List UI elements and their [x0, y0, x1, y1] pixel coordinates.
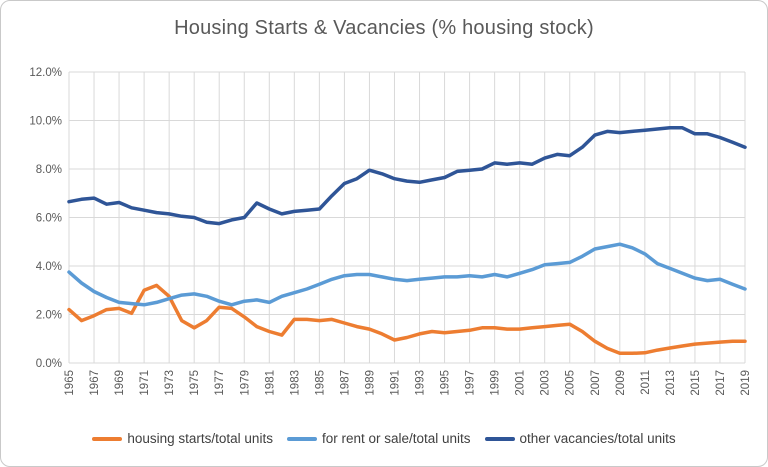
- svg-text:1993: 1993: [415, 370, 427, 396]
- legend-item-other-vacancies: other vacancies/total units: [484, 431, 676, 446]
- svg-text:1969: 1969: [114, 370, 126, 396]
- svg-text:1971: 1971: [139, 370, 151, 396]
- svg-text:1979: 1979: [239, 370, 251, 396]
- svg-text:4.0%: 4.0%: [36, 261, 62, 273]
- svg-text:1981: 1981: [264, 370, 276, 396]
- svg-text:2003: 2003: [540, 370, 552, 396]
- svg-text:2009: 2009: [615, 370, 627, 396]
- y-axis-labels: 0.0% 2.0% 4.0% 6.0% 8.0% 10.0% 12.0%: [29, 67, 62, 370]
- svg-text:1983: 1983: [289, 370, 301, 396]
- x-axis-labels: 1965 1967 1969 1971 1973 1975 1977 1979 1981 1983…: [64, 370, 752, 396]
- legend-swatch-orange-line: [92, 436, 123, 441]
- svg-text:6.0%: 6.0%: [36, 213, 62, 225]
- svg-text:2.0%: 2.0%: [36, 310, 62, 322]
- svg-text:2015: 2015: [690, 370, 702, 396]
- svg-text:2011: 2011: [640, 370, 652, 395]
- svg-text:2019: 2019: [740, 370, 752, 396]
- y-gridlines: [69, 71, 745, 364]
- svg-text:1975: 1975: [189, 370, 201, 396]
- legend-swatch-darkblue-line: [484, 436, 515, 441]
- svg-text:2005: 2005: [565, 370, 577, 396]
- legend-label: for rent or sale/total units: [321, 431, 471, 446]
- svg-text:2013: 2013: [665, 370, 677, 396]
- svg-text:1997: 1997: [465, 370, 477, 396]
- svg-text:1977: 1977: [214, 370, 226, 396]
- svg-text:10.0%: 10.0%: [29, 116, 62, 128]
- svg-text:12.0%: 12.0%: [29, 67, 62, 79]
- legend-label: other vacancies/total units: [519, 431, 676, 446]
- svg-text:1987: 1987: [339, 370, 351, 396]
- legend-item-housing-starts: housing starts/total units: [92, 431, 273, 446]
- svg-text:1973: 1973: [164, 370, 176, 396]
- svg-text:1999: 1999: [490, 370, 502, 396]
- series-lines: [67, 126, 747, 356]
- svg-text:8.0%: 8.0%: [36, 164, 62, 176]
- x-gridlines: [68, 72, 746, 363]
- svg-text:1967: 1967: [89, 370, 101, 396]
- svg-text:1985: 1985: [314, 370, 326, 396]
- svg-text:2001: 2001: [515, 370, 527, 396]
- svg-text:1989: 1989: [364, 370, 376, 396]
- svg-text:2007: 2007: [590, 370, 602, 396]
- chart-legend: housing starts/total units for rent or s…: [1, 431, 767, 446]
- chart-title: Housing Starts & Vacancies (% housing st…: [174, 17, 594, 39]
- svg-text:1995: 1995: [440, 370, 452, 396]
- legend-swatch-lightblue-line: [286, 436, 317, 441]
- legend-label: housing starts/total units: [127, 431, 273, 446]
- legend-item-for-rent-or-sale: for rent or sale/total units: [286, 431, 471, 446]
- svg-text:1965: 1965: [64, 370, 76, 396]
- svg-text:1991: 1991: [389, 370, 401, 396]
- svg-text:2017: 2017: [715, 370, 727, 396]
- svg-text:0.0%: 0.0%: [36, 358, 62, 370]
